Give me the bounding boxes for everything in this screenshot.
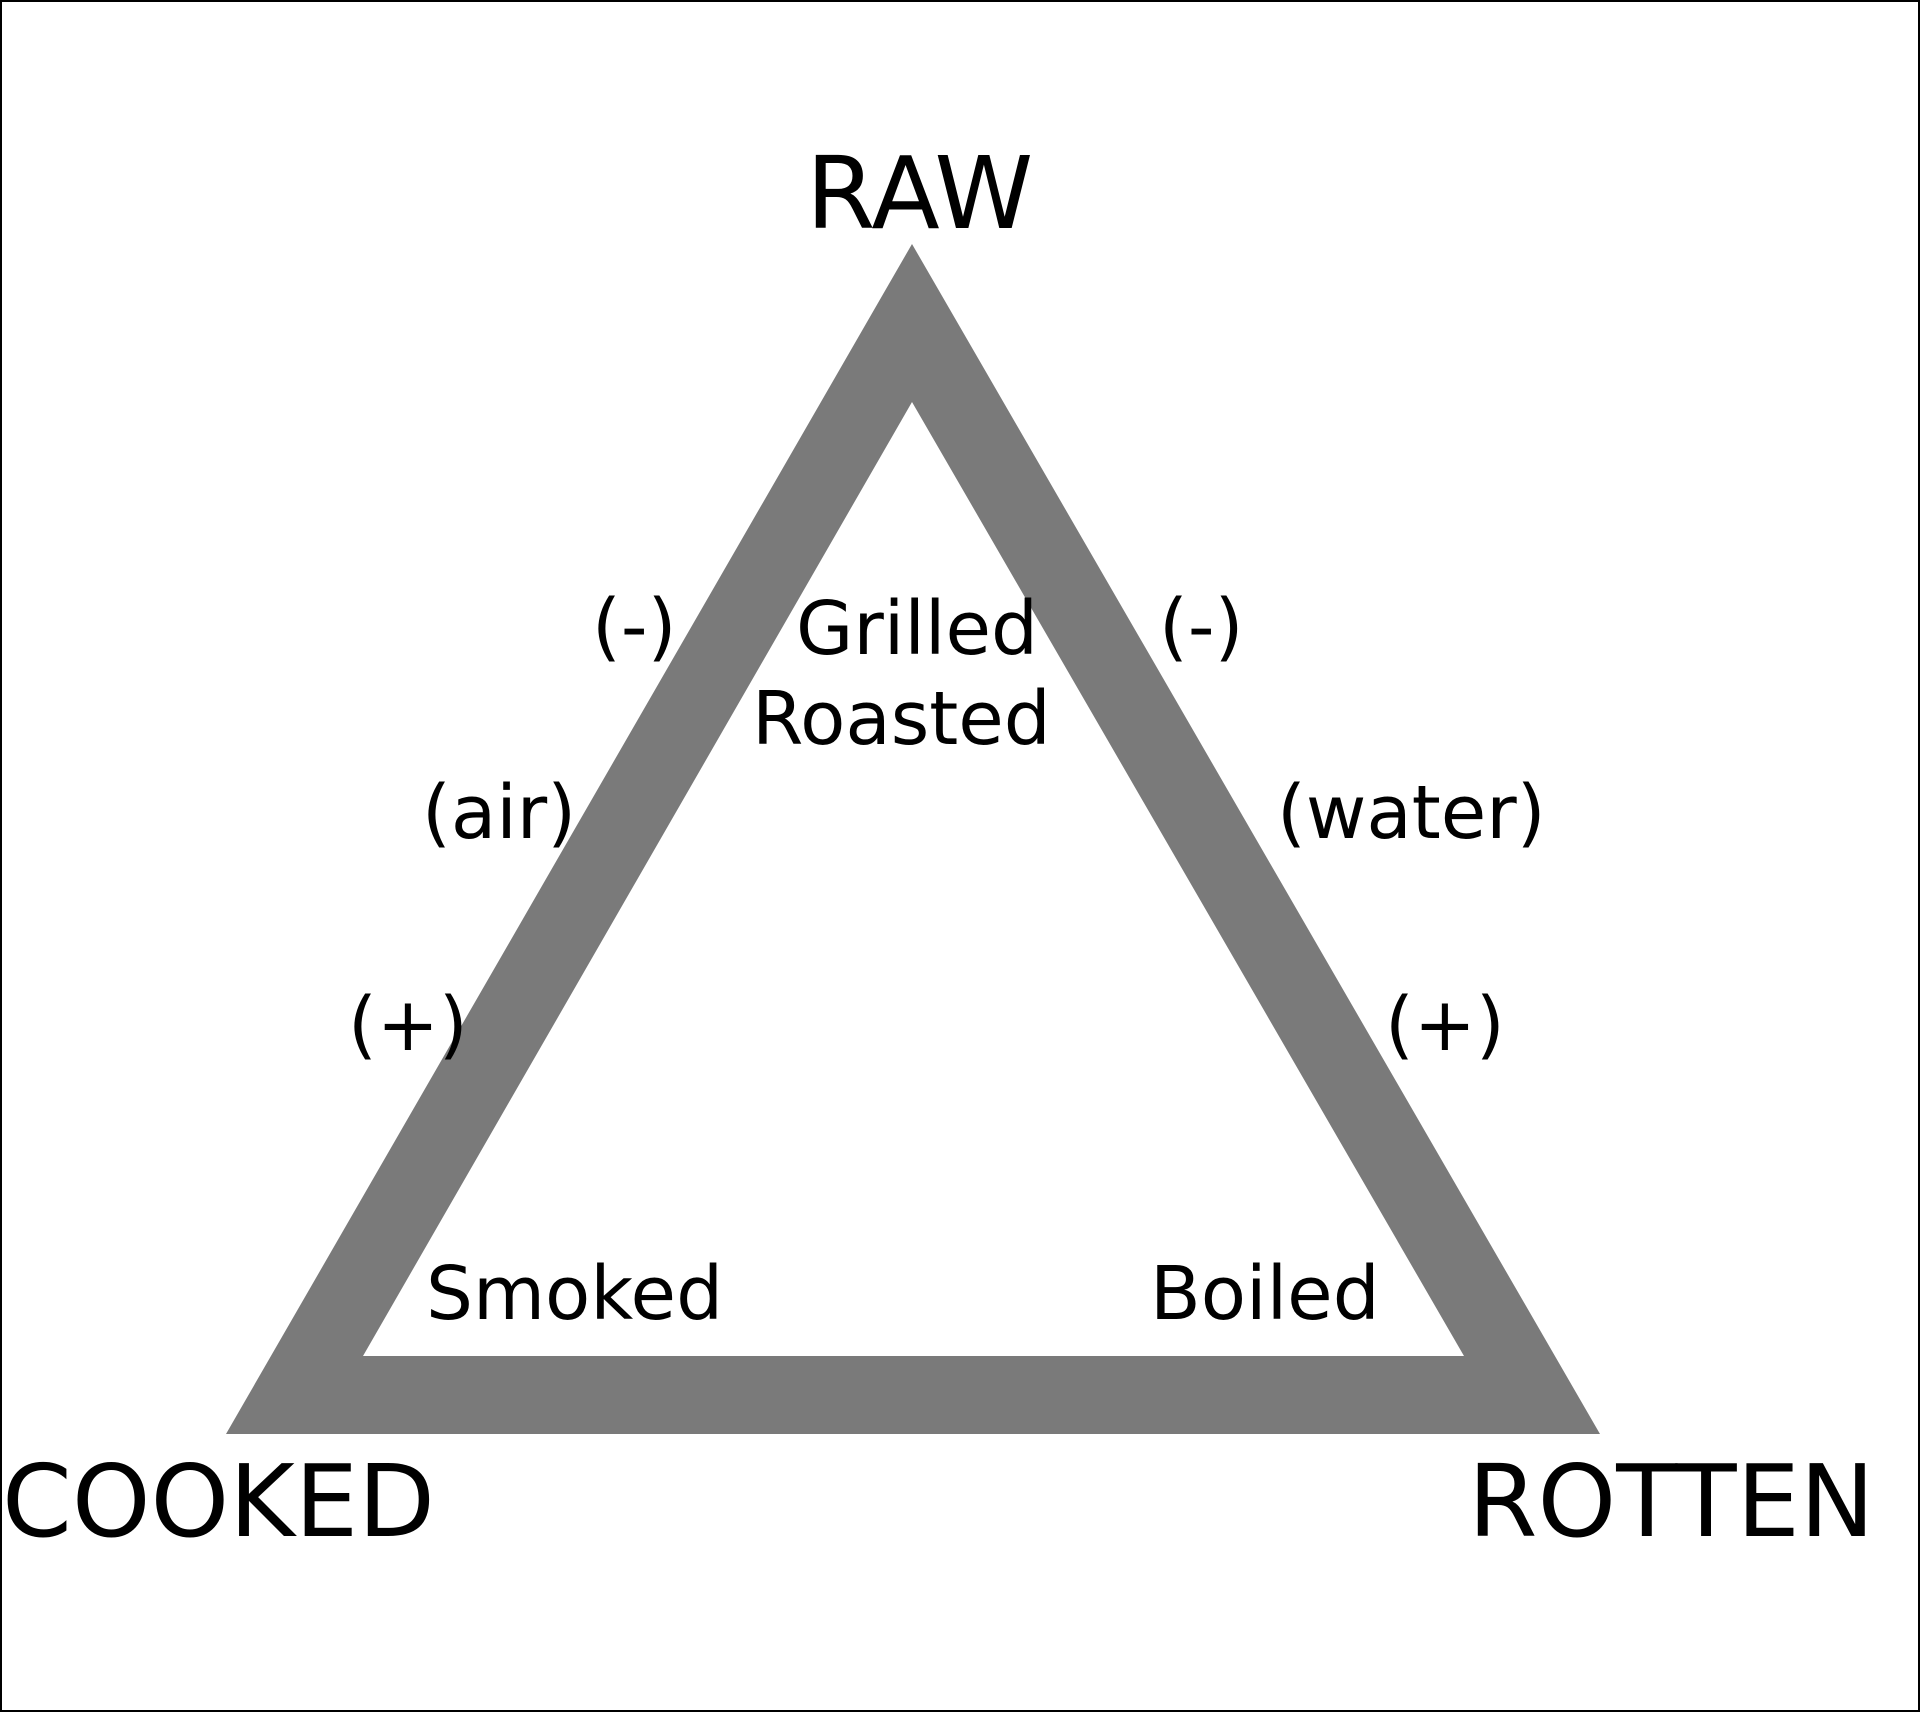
vertex-label-raw: RAW [806, 135, 1034, 252]
right-edge-water-label: (water) [1277, 770, 1546, 856]
vertex-label-cooked: COOKED [2, 1443, 436, 1560]
method-label-grilled: Grilled [796, 586, 1038, 672]
method-label-roasted: Roasted [752, 676, 1051, 762]
right-edge-minus-label: (-) [1159, 584, 1244, 670]
right-edge-plus-label: (+) [1385, 982, 1505, 1068]
left-edge-plus-label: (+) [348, 982, 468, 1068]
method-label-smoked: Smoked [426, 1251, 724, 1337]
triangle-shape [226, 244, 1600, 1434]
left-edge-air-label: (air) [422, 770, 577, 856]
vertex-label-rotten: ROTTEN [1468, 1443, 1875, 1560]
left-edge-minus-label: (-) [592, 584, 677, 670]
method-label-boiled: Boiled [1150, 1251, 1380, 1337]
